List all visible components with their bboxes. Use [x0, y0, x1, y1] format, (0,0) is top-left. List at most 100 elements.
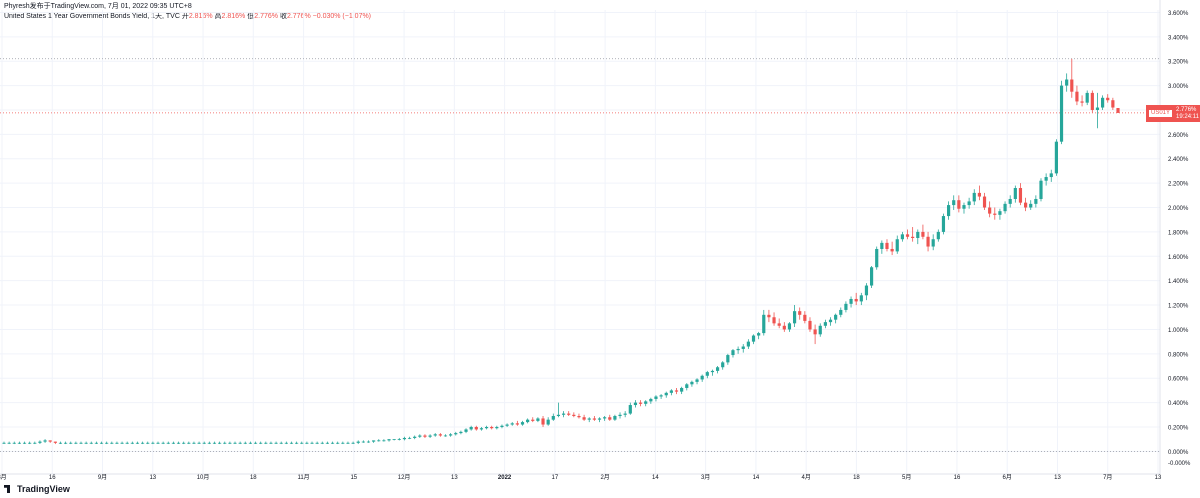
x-tick-label: 14: [753, 475, 760, 481]
candle-body: [1049, 173, 1053, 178]
candle-body: [613, 416, 617, 420]
candle-body: [1090, 92, 1094, 110]
candle-body: [1003, 203, 1007, 212]
candle-body: [1070, 79, 1074, 92]
candle-body: [269, 442, 273, 444]
candle-body: [469, 426, 473, 430]
candle-body: [33, 442, 37, 444]
symbol-description[interactable]: United States 1 Year Government Bonds Yi…: [4, 13, 180, 20]
candle-body: [28, 442, 32, 444]
candle-body: [551, 416, 555, 420]
candle-body: [644, 401, 648, 404]
ohlc-high-value: 2.816%: [221, 13, 246, 20]
candle-body: [356, 441, 360, 443]
candle-body: [767, 314, 771, 318]
x-tick-label: 2022: [498, 475, 512, 481]
candle-body: [628, 405, 632, 414]
candle-body: [592, 418, 596, 420]
candle-body: [900, 234, 904, 240]
candle-body: [428, 435, 432, 437]
candle-body: [998, 211, 1002, 215]
tradingview-logo[interactable]: TradingView: [4, 484, 70, 494]
candle-body: [895, 239, 899, 252]
candle-body: [510, 423, 514, 425]
candle-body: [988, 207, 992, 214]
price-axis: 3.600%3.400%3.200%3.000%2.800%2.600%2.40…: [1159, 0, 1200, 498]
ohlc-open-value: 2.816%: [188, 13, 213, 20]
y-tick-label: 3.400%: [1168, 35, 1189, 41]
price-tag-price: 2.776%: [1176, 106, 1197, 113]
candle-body: [834, 314, 838, 320]
candle-body: [803, 314, 807, 321]
x-tick-label: 18: [853, 475, 860, 481]
candle-body: [582, 417, 586, 420]
x-tick-label: 18: [250, 475, 257, 481]
candle-body: [228, 442, 232, 444]
x-tick-label: 15: [350, 475, 357, 481]
candle-body: [726, 355, 730, 363]
candle-body: [110, 442, 114, 444]
ohlc-open-label: 开: [181, 13, 189, 20]
candle-body: [1029, 203, 1033, 208]
candle-body: [967, 201, 971, 206]
candle-body: [64, 442, 68, 444]
price-tag-symbol: US01Y: [1149, 110, 1173, 117]
candle-body: [818, 325, 822, 335]
candle-body: [993, 213, 997, 215]
x-tick-label: 13: [1155, 475, 1162, 481]
x-tick-label: 3月: [701, 474, 710, 481]
tradingview-logo-text: TradingView: [17, 484, 70, 494]
y-tick-label: 3.000%: [1168, 84, 1189, 90]
candle-body: [454, 433, 458, 435]
candle-body: [536, 418, 540, 421]
candle-body: [1039, 180, 1043, 199]
y-tick-label: -0.000%: [1168, 461, 1191, 467]
candle-body: [782, 325, 786, 330]
candle-body: [603, 417, 607, 419]
candle-body: [941, 216, 946, 232]
candle-body: [844, 303, 848, 310]
candle-body: [695, 379, 699, 382]
ohlc-close-label: 收: [279, 13, 287, 20]
candle-body: [94, 442, 98, 444]
candle-body: [423, 435, 427, 437]
candle-body: [182, 442, 186, 444]
candle-body: [808, 320, 812, 330]
candle-body: [710, 370, 715, 373]
candle-body: [957, 200, 961, 209]
candle-body: [659, 395, 663, 397]
candle-body: [120, 442, 124, 444]
x-tick-label: 9月: [98, 474, 107, 481]
candle-body: [151, 442, 155, 444]
y-tick-label: 0.400%: [1168, 401, 1189, 407]
candle-body: [854, 298, 858, 302]
candle-body: [746, 341, 750, 347]
y-tick-label: 2.400%: [1168, 157, 1189, 163]
candle-body: [505, 424, 509, 426]
candle-body: [176, 442, 181, 444]
candle-body: [674, 390, 679, 392]
price-axis-panel: [1160, 0, 1200, 498]
candle-body: [885, 242, 889, 249]
candle-body: [556, 414, 561, 417]
candle-body: [418, 435, 422, 437]
candle-body: [762, 314, 766, 334]
candle-body: [541, 418, 545, 425]
candle-body: [218, 442, 222, 444]
candle-body: [474, 426, 478, 430]
candle-body: [1111, 100, 1115, 108]
candle-body: [875, 248, 879, 268]
candle-body: [43, 440, 47, 442]
candle-body: [772, 317, 776, 324]
candle-body: [464, 429, 468, 432]
candle-body: [84, 442, 88, 444]
x-tick-label: 13: [451, 475, 458, 481]
candle-body: [757, 333, 761, 336]
candle-body: [207, 442, 211, 444]
candle-body: [705, 372, 709, 376]
chart-header: Phyresh发布于TradingView.com, 7月 01, 2022 0…: [4, 2, 371, 22]
candle-body: [777, 323, 781, 326]
candle-body: [397, 439, 401, 440]
candle-body: [685, 384, 689, 388]
